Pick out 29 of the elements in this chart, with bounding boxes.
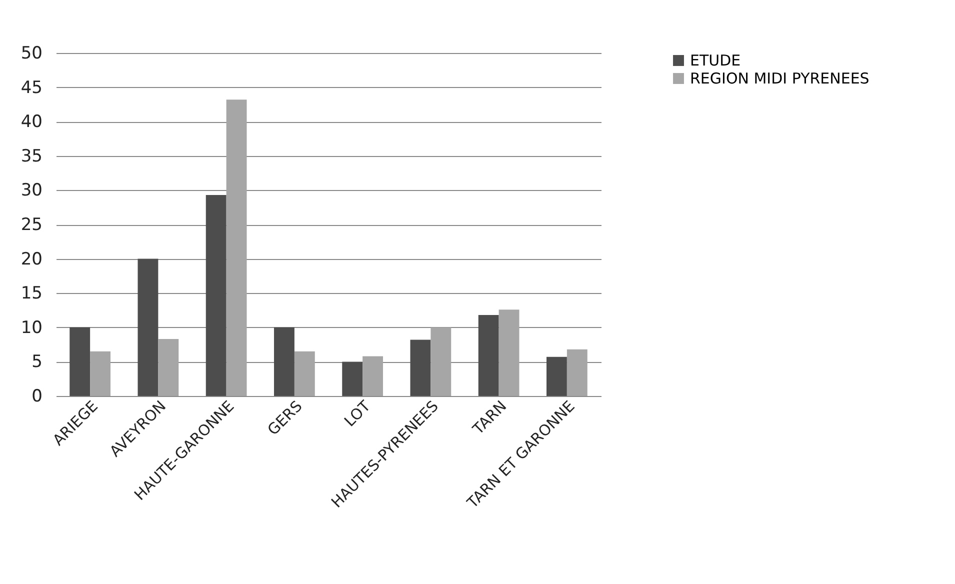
y-tick-label: 30 [20, 180, 42, 201]
y-tick-label: 0 [32, 386, 42, 406]
y-tick-label: 25 [20, 215, 42, 235]
legend-label: ETUDE [690, 52, 741, 70]
bar [274, 327, 294, 396]
bar [546, 356, 567, 396]
y-tick-label: 20 [20, 249, 42, 270]
y-tick-label: 45 [20, 78, 42, 98]
bar [158, 339, 179, 396]
y-tick-label: 35 [20, 146, 42, 166]
y-tick-label: 5 [32, 352, 42, 372]
y-tick-label: 50 [20, 44, 42, 64]
bar [498, 310, 520, 396]
bar [430, 327, 452, 396]
bar [90, 351, 110, 396]
y-tick-label: 40 [20, 112, 42, 132]
bar [478, 315, 499, 396]
bar [342, 362, 363, 396]
bar [566, 349, 588, 396]
bar [138, 258, 158, 396]
bar [362, 356, 383, 396]
bar [410, 340, 431, 396]
bar [226, 100, 247, 396]
y-tick-label: 15 [20, 284, 42, 304]
y-tick-label: 10 [20, 318, 42, 338]
bar [206, 195, 226, 396]
legend-label: REGION MIDI PYRENEES [690, 70, 870, 88]
bar [294, 351, 315, 396]
bar [70, 327, 90, 396]
